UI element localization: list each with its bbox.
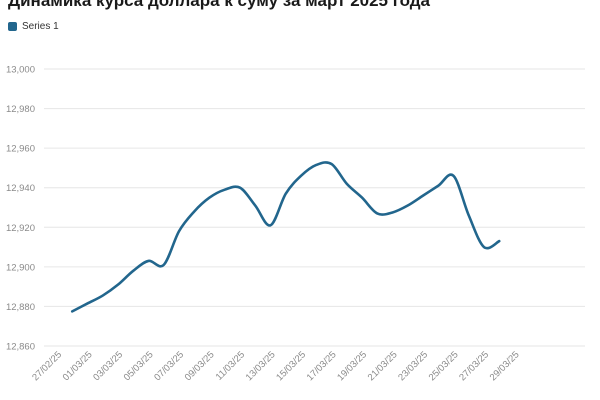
x-tick-label: 29/03/25 — [488, 349, 522, 383]
x-axis-ticks: 27/02/2501/03/2503/03/2505/03/2507/03/25… — [30, 349, 521, 383]
x-tick-label: 11/03/25 — [214, 349, 247, 382]
chart-title: Динамика курса доллара к суму за март 20… — [8, 0, 430, 10]
grid-lines — [44, 68, 585, 347]
x-tick-label: 19/03/25 — [335, 349, 369, 383]
y-tick-label: 12,920 — [6, 223, 35, 234]
y-tick-label: 12,900 — [6, 262, 35, 273]
series-line — [70, 161, 501, 313]
x-tick-label: 17/03/25 — [305, 349, 339, 383]
x-tick-label: 25/03/25 — [427, 349, 461, 383]
y-tick-label: 12,880 — [6, 302, 35, 313]
legend-label: Series 1 — [22, 21, 59, 32]
y-tick-label: 12,960 — [6, 144, 35, 155]
y-axis-ticks: 12,860 12,880 12,900 12,920 12,940 12,960 12,9… — [6, 65, 35, 353]
x-tick-label: 07/03/25 — [152, 349, 186, 383]
y-tick-label: 13,000 — [6, 65, 35, 76]
legend-swatch — [8, 22, 17, 31]
x-tick-label: 21/03/25 — [366, 349, 400, 383]
x-tick-label: 05/03/25 — [122, 349, 156, 383]
y-tick-label: 12,980 — [6, 104, 35, 115]
x-tick-label: 27/02/25 — [30, 349, 64, 383]
x-tick-label: 09/03/25 — [183, 349, 217, 383]
x-tick-label: 27/03/25 — [457, 349, 491, 383]
y-tick-label: 12,940 — [6, 183, 35, 194]
y-tick-label: 12,860 — [6, 342, 35, 353]
x-tick-label: 13/03/25 — [244, 349, 278, 383]
x-tick-label: 23/03/25 — [396, 349, 430, 383]
x-tick-label: 03/03/25 — [91, 349, 125, 383]
x-tick-label: 01/03/25 — [61, 349, 95, 383]
legend: Series 1 — [8, 21, 59, 32]
x-tick-label: 15/03/25 — [274, 349, 308, 383]
